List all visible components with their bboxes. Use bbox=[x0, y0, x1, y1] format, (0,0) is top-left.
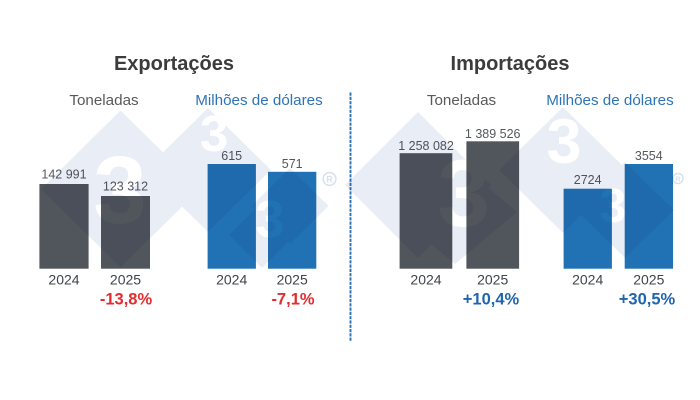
svg-text:2025: 2025 bbox=[277, 272, 308, 288]
svg-text:Toneladas: Toneladas bbox=[69, 92, 139, 109]
svg-text:Milhões de dólares: Milhões de dólares bbox=[195, 92, 323, 109]
svg-text:3: 3 bbox=[600, 180, 627, 233]
svg-text:3: 3 bbox=[200, 105, 228, 162]
svg-text:2024: 2024 bbox=[48, 272, 79, 288]
svg-text:3554: 3554 bbox=[635, 149, 663, 163]
svg-text:Exportações: Exportações bbox=[114, 53, 234, 75]
svg-text:2024: 2024 bbox=[410, 272, 441, 288]
svg-text:R: R bbox=[326, 175, 333, 185]
svg-text:2025: 2025 bbox=[633, 272, 664, 288]
svg-text:+30,5%: +30,5% bbox=[619, 291, 676, 309]
svg-text:571: 571 bbox=[282, 157, 303, 171]
svg-text:3: 3 bbox=[256, 191, 285, 249]
svg-text:1 389 526: 1 389 526 bbox=[465, 127, 521, 141]
svg-text:2025: 2025 bbox=[477, 272, 508, 288]
svg-text:Importações: Importações bbox=[451, 53, 570, 75]
svg-text:3: 3 bbox=[93, 137, 146, 244]
svg-text:Toneladas: Toneladas bbox=[427, 92, 497, 109]
svg-text:-7,1%: -7,1% bbox=[271, 291, 314, 309]
svg-text:3: 3 bbox=[546, 107, 581, 177]
svg-text:+10,4%: +10,4% bbox=[463, 291, 520, 309]
svg-text:-13,8%: -13,8% bbox=[100, 291, 153, 309]
svg-text:3: 3 bbox=[437, 141, 490, 247]
svg-text:2025: 2025 bbox=[110, 272, 141, 288]
svg-text:R: R bbox=[675, 175, 681, 184]
svg-text:2024: 2024 bbox=[216, 272, 247, 288]
svg-text:2024: 2024 bbox=[572, 272, 603, 288]
svg-text:Milhões de dólares: Milhões de dólares bbox=[546, 92, 674, 109]
